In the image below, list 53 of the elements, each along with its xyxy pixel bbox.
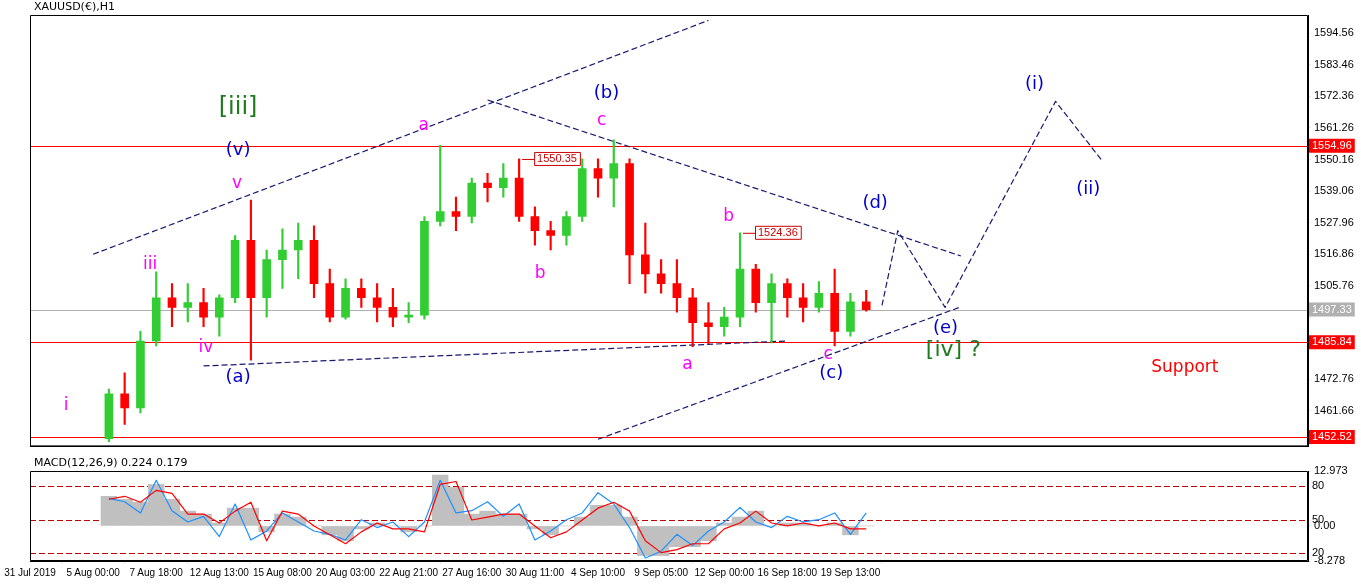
x-tick-label: 7 Aug 18:00 <box>129 566 184 578</box>
y2-tick-label: 80 <box>1312 478 1325 491</box>
text: 1550.35 <box>537 151 577 164</box>
x-tick-label: 12 Sep 00:00 <box>694 566 755 578</box>
chart-title: MACD(12,26,9) 0.224 0.179 <box>34 456 188 470</box>
annotation: (b) <box>593 81 620 103</box>
annotation: a <box>682 353 693 374</box>
annotation: Support <box>1151 356 1219 377</box>
x-tick-label: 20 Aug 03:00 <box>316 566 376 578</box>
x-tick-label: 15 Aug 08:00 <box>252 566 313 578</box>
annotation: (i) <box>1024 71 1044 93</box>
y-tick-label: 1472.76 <box>1314 372 1354 385</box>
x-tick-label: 4 Sep 10:00 <box>571 566 626 578</box>
x-tick-label: 30 Aug 11:00 <box>505 566 565 578</box>
annotation: (e) <box>932 316 959 338</box>
y-tick-label: 1572.36 <box>1314 89 1354 102</box>
annotation: [iii] <box>218 92 258 121</box>
y-tick-label: 1539.06 <box>1314 184 1354 197</box>
x-tick-label: 9 Sep 05:00 <box>634 566 689 578</box>
y-tick-label: 1505.76 <box>1314 278 1354 291</box>
x-tick-label: 31 Jul 2019 <box>4 566 57 578</box>
y-tick-label: 1583.46 <box>1314 57 1354 70</box>
x-tick-label: 12 Aug 13:00 <box>189 566 250 578</box>
annotation: [iv] ? <box>925 336 981 362</box>
annotation: iii <box>143 252 158 273</box>
x-tick-label: 22 Aug 21:00 <box>379 566 439 578</box>
x-tick-label: 27 Aug 16:00 <box>442 566 502 578</box>
x-tick-label: 16 Sep 18:00 <box>757 566 818 578</box>
y-tick-label: 1561.26 <box>1314 120 1354 133</box>
annotation: (c) <box>819 361 844 383</box>
annotation: a <box>418 113 429 134</box>
y-tick-label: 1550.16 <box>1314 152 1354 165</box>
annotation: (a) <box>225 365 251 387</box>
annotation: v <box>232 172 243 193</box>
y-tick-label: 1461.66 <box>1314 404 1354 417</box>
x-tick-label: 5 Aug 00:00 <box>66 566 121 578</box>
y-tick-label: 12.973 <box>1314 464 1348 477</box>
x-tick-label: 19 Sep 13:00 <box>820 566 881 578</box>
annotation: (ii) <box>1076 177 1101 199</box>
y-tick-label: 1527.96 <box>1314 215 1354 228</box>
text: 1524.36 <box>758 225 798 238</box>
ref-line-label: 1554.96 <box>1312 138 1352 151</box>
ref-line-label: 1452.52 <box>1312 430 1352 442</box>
annotation: i <box>63 393 69 414</box>
y-tick-label: 1516.86 <box>1314 247 1354 260</box>
annotation: (d) <box>862 190 888 212</box>
annotation: c <box>596 108 607 129</box>
annotation: b <box>534 262 546 283</box>
ref-line-label: 1497.33 <box>1312 302 1352 315</box>
chart-title: XAUUSD(€),H1 <box>34 0 115 14</box>
y-tick-label: 1594.56 <box>1314 26 1354 39</box>
ref-line-label: 1485.84 <box>1312 335 1352 348</box>
annotation: b <box>723 204 734 225</box>
